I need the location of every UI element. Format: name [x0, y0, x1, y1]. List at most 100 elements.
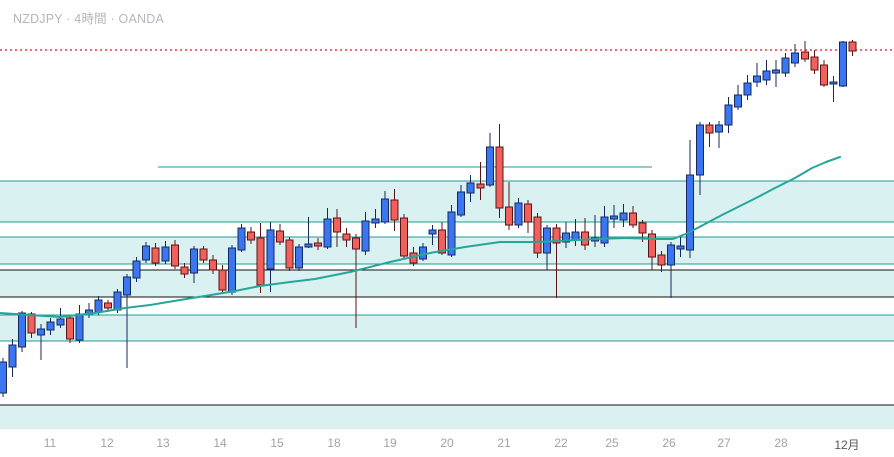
- candle-down: [552, 224, 561, 298]
- axis-label-day: 15: [270, 436, 284, 450]
- axis-label-day: 18: [327, 436, 341, 450]
- candle-down: [819, 60, 828, 87]
- candle-down: [333, 209, 342, 247]
- candle-down: [275, 224, 284, 245]
- candle-up: [266, 222, 275, 292]
- axis-label-day: 20: [440, 436, 454, 450]
- candle-up: [733, 85, 742, 110]
- axis-label-day: 27: [717, 436, 731, 450]
- candle-up: [609, 205, 618, 228]
- candle-up: [791, 44, 800, 67]
- candle-up: [161, 241, 170, 264]
- candle-down: [65, 315, 74, 343]
- candle-down: [170, 240, 179, 269]
- candle-up: [562, 222, 571, 248]
- candle-up: [714, 121, 723, 148]
- candle-up: [37, 324, 46, 360]
- axis-label-day: 13: [156, 436, 170, 450]
- candle-up: [361, 212, 370, 255]
- axis-label-day: 25: [605, 436, 619, 450]
- candle-down: [218, 265, 227, 293]
- candle-down: [648, 230, 657, 270]
- candle-down: [208, 255, 217, 274]
- axis-label-day: 28: [774, 436, 788, 450]
- candle-up: [428, 225, 437, 245]
- candle-up: [724, 97, 733, 133]
- candle-up: [304, 217, 313, 248]
- candle-up: [466, 175, 475, 202]
- axis-label-day: 12: [100, 436, 114, 450]
- candle-up: [829, 76, 838, 102]
- candle-up: [619, 204, 628, 227]
- candle-up: [8, 339, 17, 377]
- candle-down: [399, 214, 408, 258]
- symbol-title: NZDJPY · 4時間 · OANDA: [13, 12, 165, 26]
- candle-up: [237, 224, 246, 252]
- candle-down: [476, 162, 485, 200]
- moving-average-line: [0, 156, 841, 318]
- axis-label-month: 12月: [834, 438, 860, 452]
- candle-up: [686, 140, 695, 258]
- candle-down: [342, 228, 351, 247]
- axis-label-day: 14: [213, 436, 227, 450]
- candle-up: [753, 63, 762, 87]
- candle-down: [581, 218, 590, 250]
- candle-up: [75, 305, 84, 343]
- candle-down: [27, 312, 36, 338]
- candle-up: [132, 257, 141, 282]
- candle-up: [772, 60, 781, 87]
- candle-up: [323, 208, 332, 249]
- candle-up: [46, 318, 55, 335]
- candle-up: [123, 274, 132, 368]
- axis-label-day: 11: [43, 436, 57, 450]
- candle-down: [657, 251, 666, 272]
- candle-down: [199, 246, 208, 263]
- candle-down: [247, 227, 256, 244]
- candles-layer: [0, 40, 857, 397]
- candle-up: [838, 41, 847, 87]
- axis-label-day: 19: [383, 436, 397, 450]
- candle-up: [371, 209, 380, 228]
- axis-label-day: 21: [497, 436, 511, 450]
- candle-up: [743, 75, 752, 100]
- candle-down: [313, 238, 322, 250]
- candle-up: [142, 242, 151, 263]
- axis-label-day: 22: [554, 436, 568, 450]
- candle-up: [695, 122, 704, 195]
- candle-down: [151, 243, 160, 266]
- candle-up: [762, 60, 771, 85]
- candle-down: [256, 223, 265, 293]
- candle-down: [628, 206, 637, 228]
- candle-down: [533, 213, 542, 258]
- candle-up: [485, 133, 494, 187]
- candle-up: [514, 198, 523, 228]
- candle-up: [56, 308, 65, 328]
- candle-up: [18, 311, 27, 352]
- axis-label-day: 26: [662, 436, 676, 450]
- candle-down: [705, 122, 714, 147]
- candle-up: [457, 185, 466, 217]
- candle-down: [810, 50, 819, 74]
- candle-down: [180, 263, 189, 278]
- candle-up: [0, 358, 7, 397]
- candle-down: [438, 222, 447, 255]
- candle-up: [781, 53, 790, 77]
- candle-down: [800, 41, 809, 62]
- candle-up: [676, 237, 685, 257]
- candle-down: [504, 182, 513, 230]
- candle-down: [390, 189, 399, 231]
- candle-up: [228, 245, 237, 295]
- candle-up: [600, 206, 609, 247]
- support-resistance-zones: [0, 166, 894, 429]
- candle-up: [189, 246, 198, 283]
- candle-down: [285, 237, 294, 271]
- candle-up: [667, 242, 676, 298]
- candle-down: [352, 234, 361, 328]
- candle-down: [523, 200, 532, 233]
- candle-up: [294, 244, 303, 271]
- candle-down: [495, 124, 504, 218]
- candle-up: [380, 191, 389, 224]
- candle-down: [848, 40, 857, 56]
